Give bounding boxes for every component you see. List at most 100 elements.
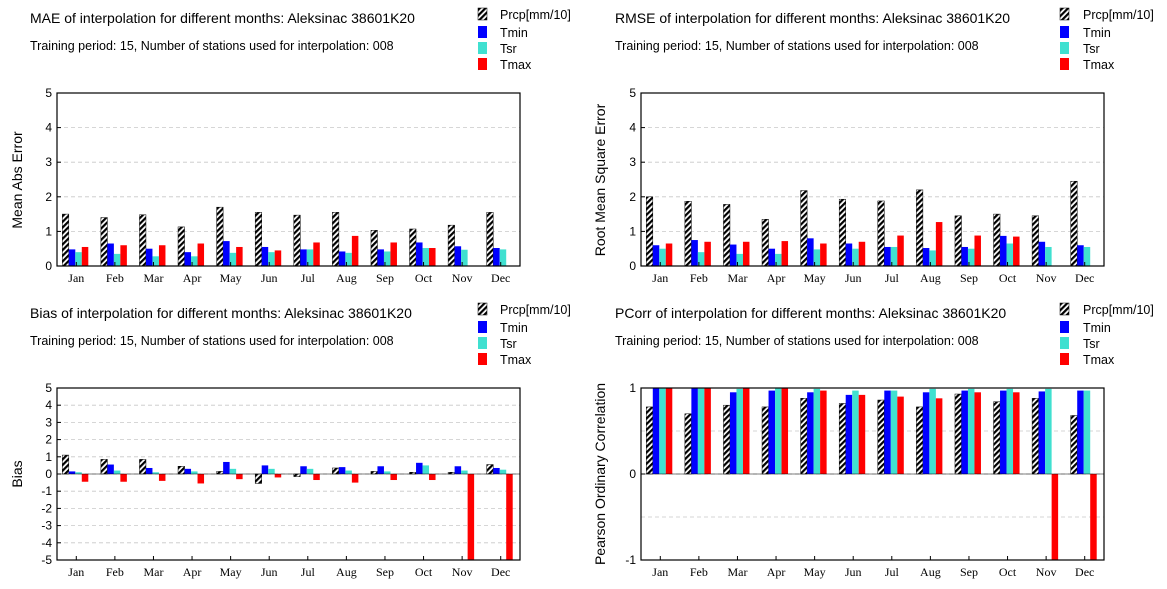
legend-label-tmin: Tmin — [500, 321, 528, 335]
y-tick-label: 5 — [629, 86, 636, 100]
bar-tmin-oct — [416, 462, 423, 474]
bar-tmax-oct — [429, 248, 436, 266]
y-tick-label: 3 — [629, 155, 636, 169]
bar-tmin-jan — [68, 249, 76, 266]
bar-tsr-nov — [461, 470, 468, 474]
bar-tmax-mar — [158, 474, 166, 481]
bar-tmin-apr — [768, 390, 776, 474]
legend-label-tmax: Tmax — [500, 353, 532, 367]
y-tick-label: 3 — [45, 415, 52, 429]
legend-label-tsr: Tsr — [1083, 337, 1100, 351]
bar-tmin-jun — [845, 243, 853, 266]
bar-tmax-nov — [1051, 474, 1059, 560]
legend-swatch-tmax — [478, 58, 487, 70]
bar-tsr-may — [229, 252, 237, 266]
y-tick-label: -1 — [625, 553, 636, 567]
bar-tmax-jan — [665, 388, 673, 474]
bar-tmax-oct — [1013, 392, 1020, 474]
bar-tmin-oct — [1000, 390, 1007, 474]
bar-tmax-jun — [274, 250, 282, 266]
x-tick-label: May — [220, 271, 242, 285]
x-tick-label: Nov — [1036, 271, 1057, 285]
bar-tsr-jun — [268, 252, 275, 266]
y-tick-label: 5 — [45, 86, 52, 100]
bar-tmin-may — [807, 238, 814, 266]
legend-label-tmin: Tmin — [500, 26, 528, 40]
bar-prcp-oct — [409, 228, 417, 267]
bar-tmax-aug — [351, 235, 359, 266]
bar-prcp-feb — [100, 459, 108, 475]
legend-swatch-tmin — [478, 26, 487, 38]
bar-prcp-aug — [916, 406, 924, 475]
x-tick-label: Aug — [920, 271, 941, 285]
bar-tmax-jan — [81, 246, 89, 266]
bar-tsr-feb — [113, 470, 121, 474]
bar-prcp-apr — [177, 226, 185, 267]
x-tick-label: Jun — [845, 271, 862, 285]
bar-prcp-aug — [332, 212, 340, 267]
bar-prcp-sep — [370, 230, 378, 267]
legend-swatch-prcp — [477, 302, 488, 316]
bar-tsr-jan — [659, 388, 666, 474]
bar-tmax-aug — [351, 474, 359, 483]
bar-tsr-mar — [152, 256, 159, 266]
bar-tmax-feb — [704, 388, 711, 474]
bar-tsr-jul — [306, 468, 314, 474]
bar-tsr-jan — [75, 472, 82, 474]
bar-tmin-jun — [261, 465, 269, 474]
bar-tsr-apr — [191, 471, 198, 474]
y-tick-label: 2 — [45, 433, 52, 447]
bar-tmax-jul — [897, 396, 904, 474]
y-tick-label: 4 — [45, 398, 52, 412]
bar-tsr-oct — [1006, 243, 1014, 266]
y-tick-label: 4 — [45, 121, 52, 135]
x-tick-label: Jul — [301, 271, 316, 285]
bar-tmax-mar — [742, 241, 750, 266]
y-tick-label: 0 — [45, 259, 52, 273]
legend-swatch-tmin — [1060, 321, 1069, 333]
x-tick-label: Nov — [452, 271, 473, 285]
legend-label-tmin: Tmin — [1083, 321, 1111, 335]
bar-prcp-jul — [293, 214, 301, 267]
bar-tsr-apr — [191, 256, 198, 266]
bar-prcp-oct — [993, 401, 1001, 475]
legend-label-tmax: Tmax — [500, 58, 532, 72]
bar-prcp-jun — [838, 403, 846, 475]
x-tick-label: Nov — [1036, 565, 1057, 579]
legend: Prcp[mm/10] Tmin Tsr Tmax — [1059, 302, 1154, 367]
x-tick-label: Apr — [767, 271, 786, 285]
bar-tmax-apr — [197, 474, 205, 484]
y-tick-label: 1 — [45, 224, 52, 238]
legend-label-tmax: Tmax — [1083, 58, 1115, 72]
bar-prcp-may — [800, 190, 808, 267]
x-tick-label: Oct — [999, 565, 1017, 579]
bar-prcp-apr — [761, 406, 769, 475]
x-tick-label: Mar — [727, 565, 747, 579]
bar-prcp-mar — [139, 214, 147, 267]
bar-tmax-sep — [390, 242, 397, 266]
bar-prcp-sep — [954, 393, 962, 475]
x-tick-label: Sep — [376, 271, 394, 285]
chart-title: RMSE of interpolation for different mont… — [615, 10, 1010, 26]
bar-tmin-aug — [922, 392, 930, 474]
plot-frame — [56, 92, 521, 267]
bar-tsr-feb — [697, 388, 705, 474]
bar-prcp-nov — [447, 224, 455, 267]
x-tick-label: Nov — [452, 565, 473, 579]
y-tick-label: -4 — [41, 536, 52, 550]
bar-prcp-may — [216, 471, 224, 475]
bar-prcp-sep — [954, 215, 962, 267]
x-tick-label: Oct — [415, 565, 433, 579]
bar-tmin-aug — [338, 467, 346, 474]
bar-tmax-mar — [742, 388, 750, 474]
bar-tmax-jul — [313, 474, 320, 481]
bar-tsr-dec — [1083, 390, 1091, 474]
bar-tmin-oct — [1000, 235, 1007, 266]
bar-tmin-sep — [961, 390, 968, 474]
bar-tsr-apr — [775, 253, 782, 266]
bar-tsr-jul — [890, 390, 898, 474]
bar-prcp-mar — [139, 459, 147, 475]
x-tick-label: May — [804, 271, 826, 285]
bar-tsr-mar — [736, 388, 743, 474]
